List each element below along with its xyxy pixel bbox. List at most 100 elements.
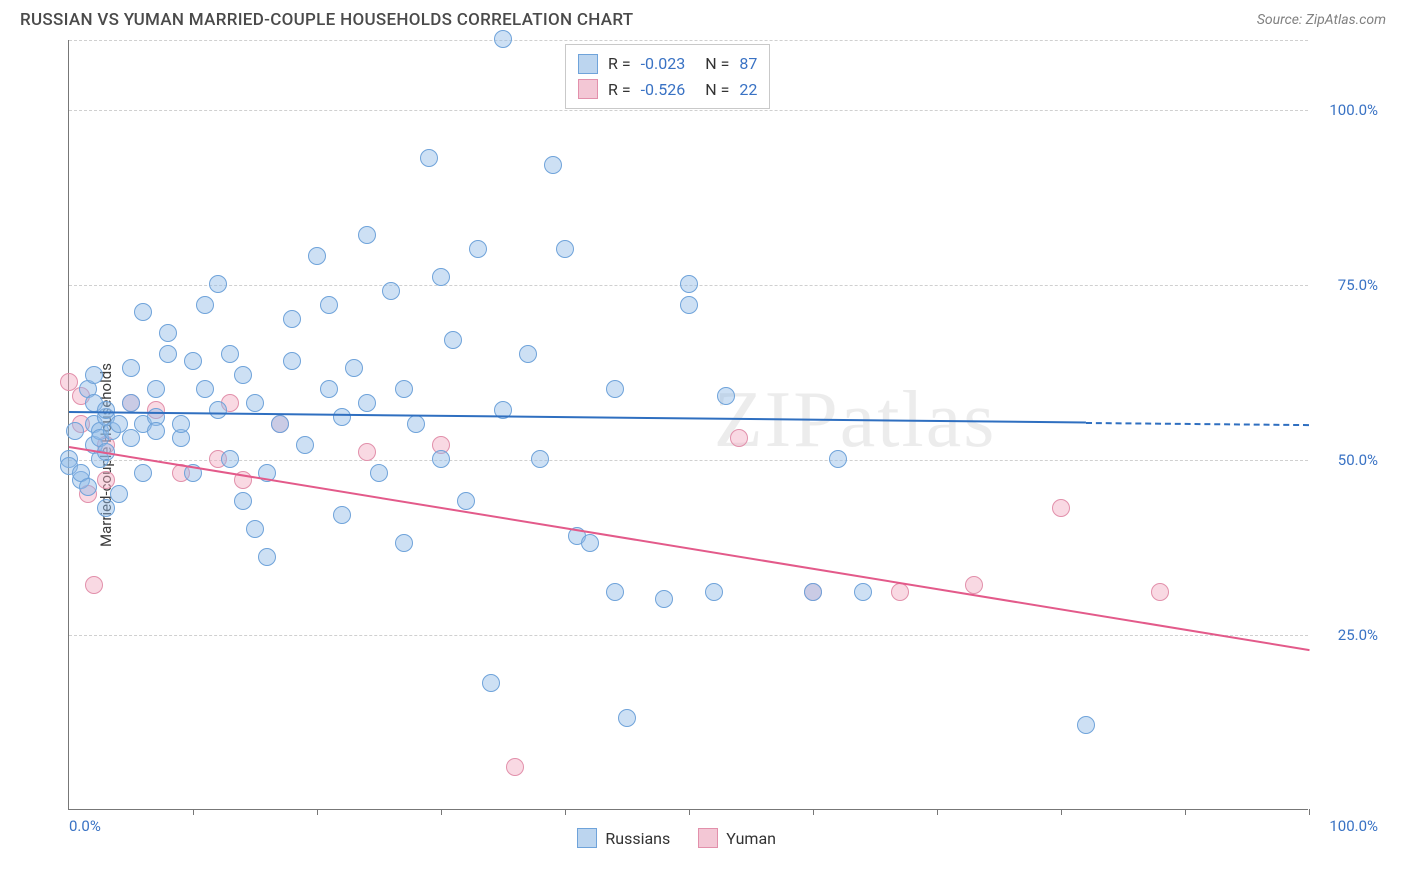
scatter-point	[147, 422, 165, 440]
scatter-point	[159, 324, 177, 342]
stats-box: R = -0.023 N = 87R = -0.526N = 22	[565, 44, 770, 109]
legend-swatch	[577, 828, 597, 848]
scatter-point	[370, 464, 388, 482]
stats-n-value: 22	[739, 77, 757, 103]
x-tick-mark	[1309, 809, 1310, 815]
scatter-point	[159, 345, 177, 363]
scatter-point	[457, 492, 475, 510]
scatter-point	[172, 415, 190, 433]
scatter-point	[506, 758, 524, 776]
gridline	[69, 460, 1308, 461]
scatter-point	[97, 499, 115, 517]
scatter-point	[85, 366, 103, 384]
scatter-point	[420, 149, 438, 167]
stats-row: R = -0.526N = 22	[578, 77, 757, 103]
scatter-point	[122, 429, 140, 447]
scatter-point	[184, 352, 202, 370]
gridline	[69, 40, 1308, 41]
scatter-point	[606, 380, 624, 398]
scatter-point	[1077, 716, 1095, 734]
scatter-point	[147, 380, 165, 398]
scatter-point	[1052, 499, 1070, 517]
stats-row: R = -0.023N = 87	[578, 51, 757, 77]
scatter-point	[444, 331, 462, 349]
scatter-point	[432, 268, 450, 286]
x-tick-mark	[193, 809, 194, 815]
scatter-point	[358, 443, 376, 461]
legend-item: Yuman	[698, 828, 776, 848]
scatter-point	[85, 576, 103, 594]
scatter-point	[196, 296, 214, 314]
gridline	[69, 635, 1308, 636]
scatter-point	[482, 674, 500, 692]
scatter-point	[320, 380, 338, 398]
stats-r-value: -0.023	[641, 51, 686, 77]
plot-area: ZIPatlas 25.0%50.0%75.0%100.0%0.0%100.0%…	[68, 40, 1308, 810]
scatter-point	[122, 394, 140, 412]
scatter-point	[333, 506, 351, 524]
stats-r-label: R =	[608, 77, 631, 103]
scatter-point	[283, 310, 301, 328]
scatter-point	[234, 492, 252, 510]
y-tick-label: 75.0%	[1318, 276, 1378, 294]
x-max-label: 100.0%	[1329, 817, 1378, 835]
scatter-point	[333, 408, 351, 426]
scatter-point	[110, 485, 128, 503]
scatter-point	[618, 709, 636, 727]
x-tick-mark	[813, 809, 814, 815]
scatter-point	[965, 576, 983, 594]
scatter-point	[519, 345, 537, 363]
scatter-point	[345, 359, 363, 377]
chart-source: Source: ZipAtlas.com	[1257, 12, 1386, 28]
y-tick-label: 25.0%	[1318, 626, 1378, 644]
scatter-point	[705, 583, 723, 601]
x-tick-mark	[565, 809, 566, 815]
trend-line	[69, 446, 1309, 651]
scatter-point	[432, 450, 450, 468]
scatter-point	[79, 478, 97, 496]
stats-n-label: N =	[705, 77, 729, 103]
scatter-point	[407, 415, 425, 433]
scatter-point	[717, 387, 735, 405]
scatter-point	[296, 436, 314, 454]
y-tick-label: 50.0%	[1318, 451, 1378, 469]
scatter-point	[655, 590, 673, 608]
stats-n-value: 87	[739, 51, 757, 77]
scatter-point	[122, 359, 140, 377]
scatter-point	[680, 296, 698, 314]
scatter-point	[891, 583, 909, 601]
chart-container: Married-couple Households ZIPatlas 25.0%…	[20, 40, 1386, 870]
x-tick-mark	[441, 809, 442, 815]
x-min-label: 0.0%	[69, 817, 101, 835]
scatter-point	[469, 240, 487, 258]
scatter-point	[283, 352, 301, 370]
scatter-point	[358, 394, 376, 412]
scatter-point	[196, 380, 214, 398]
scatter-point	[395, 380, 413, 398]
scatter-point	[556, 240, 574, 258]
scatter-point	[246, 520, 264, 538]
x-tick-mark	[689, 809, 690, 815]
x-tick-mark	[317, 809, 318, 815]
x-tick-mark	[1185, 809, 1186, 815]
scatter-point	[804, 583, 822, 601]
scatter-point	[221, 450, 239, 468]
legend-label: Russians	[605, 829, 670, 848]
scatter-point	[308, 247, 326, 265]
scatter-point	[320, 296, 338, 314]
scatter-point	[395, 534, 413, 552]
stats-n-label: N =	[705, 51, 729, 77]
legend-swatch	[578, 79, 598, 99]
y-tick-label: 100.0%	[1318, 101, 1378, 119]
legend-swatch	[578, 54, 598, 74]
scatter-point	[680, 275, 698, 293]
x-tick-mark	[1061, 809, 1062, 815]
scatter-point	[134, 303, 152, 321]
scatter-point	[531, 450, 549, 468]
scatter-point	[209, 401, 227, 419]
scatter-point	[271, 415, 289, 433]
legend-swatch	[698, 828, 718, 848]
scatter-point	[606, 583, 624, 601]
legend-item: Russians	[577, 828, 670, 848]
legend-label: Yuman	[726, 829, 776, 848]
